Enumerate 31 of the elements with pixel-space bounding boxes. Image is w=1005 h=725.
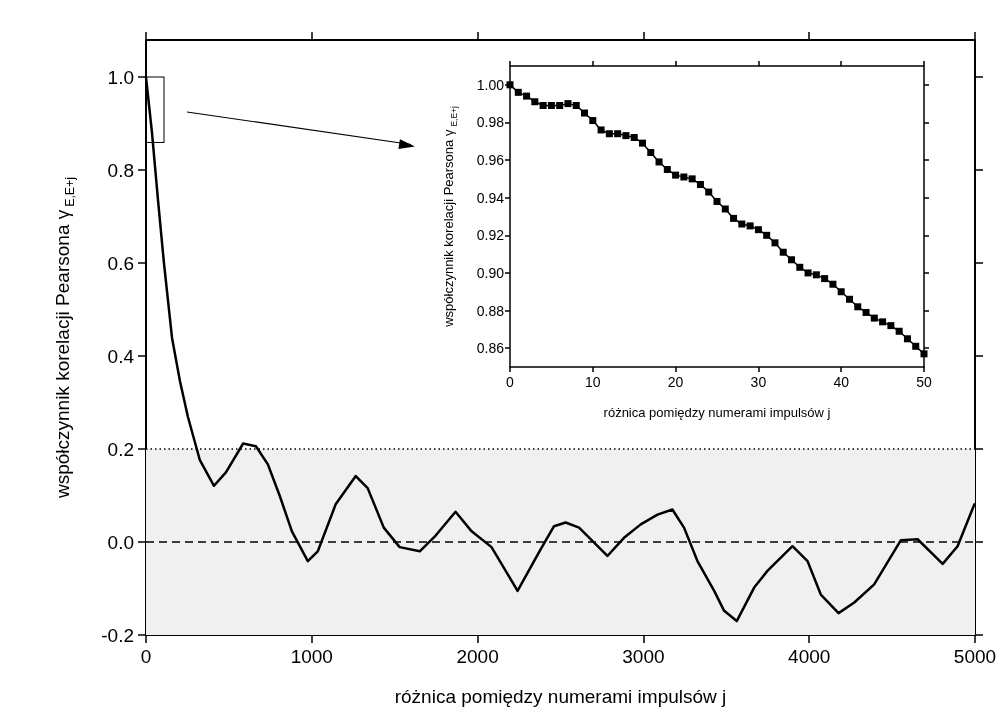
x-axis-title: różnica pomiędzy numerami impulsów j (394, 685, 727, 707)
x-tick-label: 50 (916, 374, 932, 390)
x-tick-label: 1000 (290, 646, 333, 667)
x-tick-label: 2000 (456, 646, 499, 667)
y-tick-label: 1.0 (107, 66, 134, 88)
y-axis-title: współczynnik korelacji Pearsona γE,E+j (52, 176, 77, 500)
y-tick-label: -0.2 (101, 624, 134, 646)
x-tick-label: 0 (506, 374, 515, 390)
x-tick-label: 20 (667, 374, 684, 390)
y-tick-label: 0.6 (107, 252, 134, 274)
x-tick-label: 3000 (622, 646, 665, 667)
y-tick-label: 0.0 (107, 531, 134, 553)
x-axis-title: różnica pomiędzy numerami impulsów j (603, 404, 831, 420)
y-tick-label: 0.92 (476, 227, 505, 244)
x-tick-label: 30 (750, 374, 767, 390)
y-tick-label: 0.98 (476, 114, 505, 131)
y-tick-label: 0.88 (476, 302, 505, 319)
y-tick-label: 0.4 (107, 345, 135, 367)
y-tick-label: 0.94 (476, 189, 505, 206)
x-tick-label: 10 (585, 374, 601, 390)
y-tick-label: 0.8 (107, 159, 134, 181)
y-axis-title: współczynnik korelacji Pearsona γE,E+j (441, 106, 459, 328)
x-tick-label: 40 (833, 374, 850, 390)
y-tick-label: 0.96 (476, 152, 505, 169)
y-tick-label: 0.2 (107, 438, 134, 460)
y-tick-label: 0.86 (476, 340, 505, 357)
x-tick-label: 0 (140, 646, 152, 667)
y-tick-label: 1.00 (476, 76, 505, 93)
x-tick-label: 4000 (788, 646, 831, 667)
x-tick-label: 5000 (953, 646, 997, 667)
y-tick-label: 0.90 (476, 264, 505, 281)
